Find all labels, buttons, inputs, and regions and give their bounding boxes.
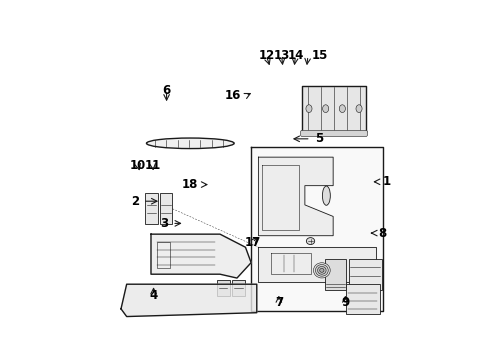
Polygon shape bbox=[151, 234, 251, 278]
Polygon shape bbox=[259, 157, 333, 236]
Ellipse shape bbox=[306, 238, 315, 244]
Bar bbox=[349, 259, 382, 289]
Text: 11: 11 bbox=[145, 159, 161, 172]
Text: 1: 1 bbox=[383, 175, 391, 188]
Text: 13: 13 bbox=[273, 49, 290, 62]
Ellipse shape bbox=[322, 105, 329, 113]
Text: 18: 18 bbox=[182, 178, 198, 191]
Text: 2: 2 bbox=[131, 195, 139, 208]
Ellipse shape bbox=[319, 269, 324, 272]
Bar bbox=[160, 193, 172, 224]
Bar bbox=[232, 280, 245, 296]
Text: 7: 7 bbox=[275, 296, 283, 309]
Text: 4: 4 bbox=[149, 289, 158, 302]
Ellipse shape bbox=[147, 138, 234, 149]
Bar bbox=[217, 280, 230, 296]
Text: 8: 8 bbox=[379, 226, 387, 240]
Bar bbox=[146, 193, 158, 224]
Ellipse shape bbox=[316, 265, 328, 276]
Bar bbox=[325, 259, 346, 289]
Ellipse shape bbox=[356, 105, 362, 113]
Polygon shape bbox=[251, 147, 383, 311]
Polygon shape bbox=[259, 247, 375, 282]
Bar bbox=[345, 284, 380, 314]
Text: 14: 14 bbox=[287, 49, 304, 62]
Ellipse shape bbox=[339, 105, 345, 113]
Text: 9: 9 bbox=[341, 296, 349, 309]
Text: 10: 10 bbox=[130, 159, 146, 172]
Text: 17: 17 bbox=[245, 236, 261, 249]
Polygon shape bbox=[121, 284, 257, 316]
Ellipse shape bbox=[306, 105, 312, 113]
Ellipse shape bbox=[432, 292, 443, 297]
Text: 6: 6 bbox=[163, 84, 171, 97]
Polygon shape bbox=[302, 86, 366, 132]
FancyBboxPatch shape bbox=[301, 130, 368, 136]
Text: 3: 3 bbox=[160, 217, 168, 230]
Bar bbox=[157, 242, 170, 268]
Text: 15: 15 bbox=[312, 49, 328, 62]
Text: 5: 5 bbox=[315, 132, 323, 145]
Ellipse shape bbox=[322, 186, 330, 205]
Ellipse shape bbox=[318, 266, 326, 274]
Text: 16: 16 bbox=[225, 89, 242, 102]
Text: 12: 12 bbox=[258, 49, 274, 62]
Ellipse shape bbox=[314, 263, 330, 278]
